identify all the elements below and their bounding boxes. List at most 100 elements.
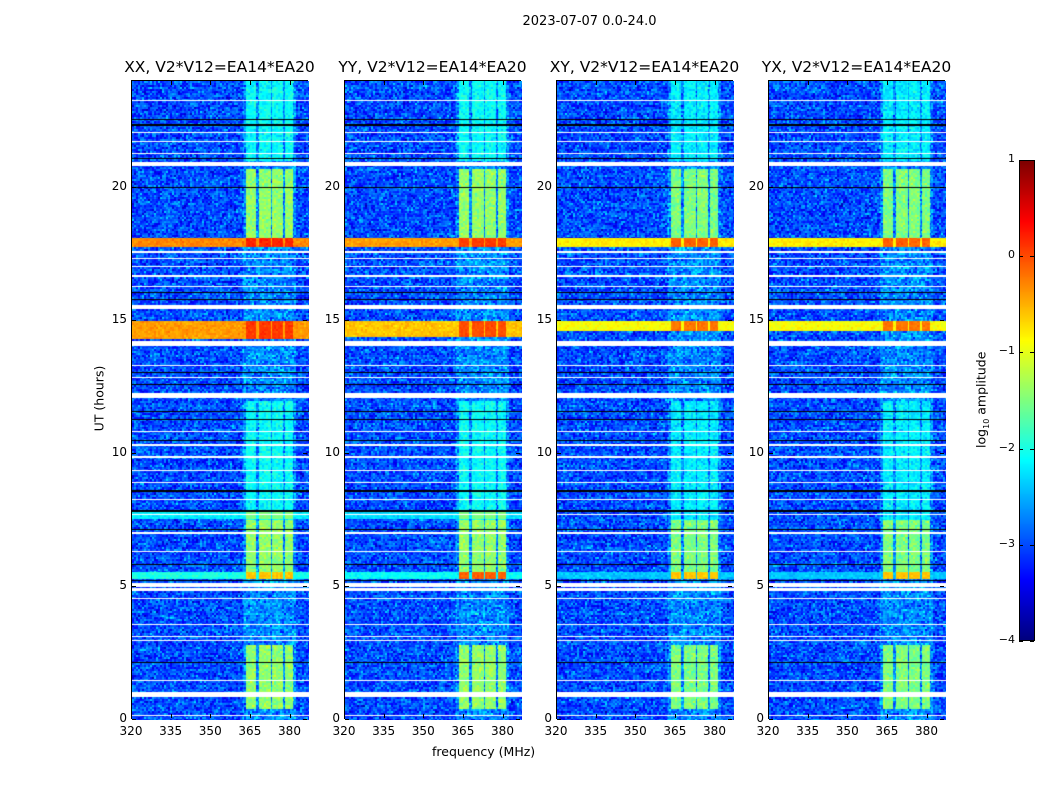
y-tick-mark	[132, 186, 136, 188]
heatmap-image	[132, 81, 309, 720]
y-tick-mark	[940, 585, 944, 587]
x-tick-mark	[768, 81, 769, 85]
x-tick-mark	[170, 714, 172, 718]
y-tick-mark	[769, 719, 773, 720]
y-tick-mark	[516, 585, 520, 587]
colorbar-tick-mark	[1019, 641, 1023, 642]
x-tick-mark	[847, 81, 849, 85]
y-tick-mark	[940, 719, 944, 720]
colorbar-tick-label: −3	[998, 536, 1015, 550]
y-tick-mark	[303, 319, 307, 321]
x-tick-label: 380	[278, 724, 301, 738]
colorbar-tick-mark	[1030, 256, 1034, 258]
figure-title: 2023-07-07 0.0-24.0	[522, 14, 657, 29]
y-tick-label: 20	[536, 178, 552, 193]
y-tick-mark	[940, 319, 944, 321]
x-tick-mark	[556, 81, 557, 85]
heatmap-panel	[556, 80, 734, 720]
x-tick-label: 350	[623, 724, 647, 738]
colorbar-tick-mark	[1019, 544, 1023, 546]
x-tick-mark	[714, 714, 716, 718]
y-tick-label: 20	[111, 178, 127, 193]
y-tick-mark	[132, 319, 136, 321]
x-tick-mark	[886, 81, 888, 85]
colorbar-tick-label: 0	[1008, 248, 1015, 262]
x-tick-label: 320	[119, 724, 143, 738]
x-tick-mark	[635, 81, 637, 85]
x-tick-mark	[423, 714, 425, 718]
heatmap-image	[769, 81, 946, 720]
panel-title: YX, V2*V12=EA14*EA20	[761, 58, 952, 76]
colorbar-label: log10 amplitude	[973, 350, 991, 450]
y-tick-mark	[557, 585, 561, 587]
y-tick-mark	[132, 585, 136, 587]
x-tick-label: 335	[372, 724, 396, 738]
y-tick-mark	[303, 585, 307, 587]
y-tick-mark	[516, 452, 520, 454]
x-tick-mark	[249, 714, 251, 718]
y-tick-mark	[303, 452, 307, 454]
x-tick-mark	[674, 81, 676, 85]
y-tick-mark	[728, 186, 732, 188]
x-tick-mark	[131, 714, 132, 718]
x-tick-mark	[807, 81, 809, 85]
x-tick-mark	[462, 81, 464, 85]
y-tick-mark	[940, 186, 944, 188]
y-tick-label: 15	[111, 311, 127, 326]
x-tick-label: 335	[796, 724, 820, 738]
y-tick-mark	[769, 452, 773, 454]
x-tick-mark	[462, 714, 464, 718]
x-tick-label: 320	[332, 724, 356, 738]
heatmap-panel	[768, 80, 946, 720]
y-tick-mark	[303, 719, 307, 720]
colorbar-tick-mark	[1019, 256, 1023, 258]
colorbar-tick-mark	[1030, 544, 1034, 546]
y-tick-label: 5	[756, 577, 764, 592]
x-tick-label: 350	[411, 724, 435, 738]
x-tick-mark	[556, 714, 557, 718]
y-tick-mark	[557, 319, 561, 321]
x-tick-label: 380	[491, 724, 514, 738]
x-tick-label: 350	[198, 724, 222, 738]
colorbar-tick-mark	[1030, 160, 1034, 161]
x-tick-label: 365	[663, 724, 687, 738]
heatmap-image	[345, 81, 522, 720]
colorbar-tick-mark	[1019, 352, 1023, 354]
x-tick-label: 335	[584, 724, 608, 738]
x-tick-mark	[595, 81, 597, 85]
y-tick-mark	[728, 452, 732, 454]
x-tick-label: 365	[238, 724, 262, 738]
x-tick-mark	[383, 714, 385, 718]
x-tick-label: 365	[451, 724, 475, 738]
colorbar	[1019, 160, 1035, 641]
y-tick-label: 20	[748, 178, 764, 193]
x-tick-mark	[131, 81, 132, 85]
x-tick-mark	[210, 714, 212, 718]
x-tick-label: 365	[875, 724, 899, 738]
panel-title: YY, V2*V12=EA14*EA20	[338, 58, 527, 76]
colorbar-tick-label: −2	[998, 440, 1015, 454]
x-tick-mark	[926, 714, 928, 718]
y-tick-mark	[345, 452, 349, 454]
y-tick-label: 10	[111, 444, 127, 459]
colorbar-tick-mark	[1019, 160, 1023, 161]
y-tick-mark	[769, 585, 773, 587]
y-tick-label: 0	[119, 711, 127, 725]
x-tick-mark	[926, 81, 928, 85]
y-tick-label: 5	[332, 577, 340, 592]
y-tick-mark	[303, 186, 307, 188]
panel-title: XX, V2*V12=EA14*EA20	[124, 58, 315, 76]
x-tick-mark	[289, 81, 291, 85]
y-tick-mark	[345, 186, 349, 188]
colorbar-tick-mark	[1019, 448, 1023, 450]
y-tick-mark	[728, 319, 732, 321]
colorbar-tick-label: −4	[998, 633, 1015, 646]
colorbar-label-rest: amplitude	[973, 351, 989, 419]
heatmap-panel	[344, 80, 522, 720]
y-tick-mark	[557, 719, 561, 720]
y-tick-label: 15	[324, 311, 340, 326]
x-tick-label: 380	[703, 724, 726, 738]
x-tick-mark	[807, 714, 809, 718]
x-tick-mark	[635, 714, 637, 718]
y-tick-label: 5	[119, 577, 127, 592]
